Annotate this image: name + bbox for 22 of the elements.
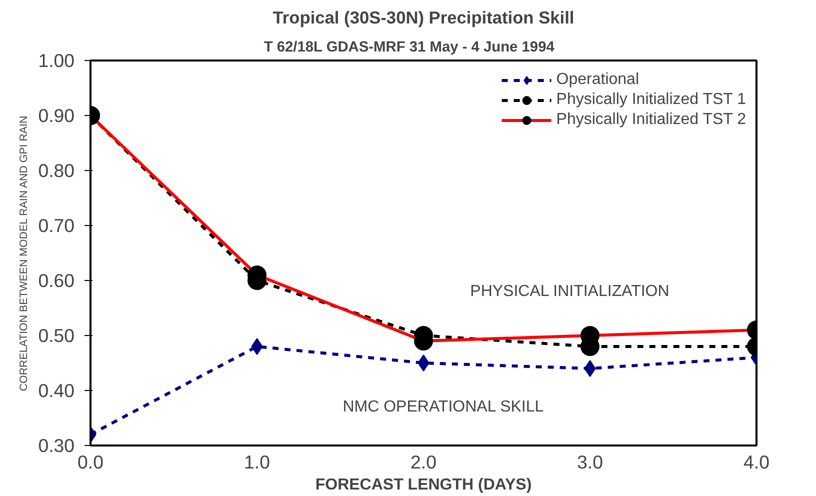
x-tick-label: 3.0 <box>577 452 603 472</box>
y-axis-title: CORRELATION BETWEEN MODEL RAIN AND GPI RAIN <box>18 116 30 392</box>
y-tick-label: 0.90 <box>38 105 74 126</box>
annotation: PHYSICAL INITIALIZATION <box>470 283 670 300</box>
y-tick-label: 1.00 <box>38 50 74 71</box>
y-tick-label: 0.40 <box>38 380 74 401</box>
legend-label: Operational <box>556 71 639 89</box>
x-tick-label: 4.0 <box>744 452 770 472</box>
y-tick-label: 0.60 <box>38 270 74 291</box>
x-tick-label: 1.0 <box>244 452 270 472</box>
y-tick-label: 0.30 <box>38 435 74 456</box>
chart-subtitle: T 62/18L GDAS-MRF 31 May - 4 June 1994 <box>264 40 556 56</box>
y-tick-label: 0.80 <box>38 160 74 181</box>
legend-label: Physically Initialized TST 2 <box>556 111 746 129</box>
x-tick-label: 2.0 <box>410 452 436 472</box>
x-axis-title: FORECAST LENGTH (DAYS) <box>315 476 532 494</box>
annotation: NMC OPERATIONAL SKILL <box>342 398 544 416</box>
y-tick-label: 0.50 <box>38 325 74 346</box>
legend-label: Physically Initialized TST 1 <box>556 91 746 109</box>
x-tick-label: 0.0 <box>78 452 104 472</box>
chart-title: Tropical (30S-30N) Precipitation Skill <box>272 8 574 28</box>
y-tick-label: 0.70 <box>38 215 74 236</box>
